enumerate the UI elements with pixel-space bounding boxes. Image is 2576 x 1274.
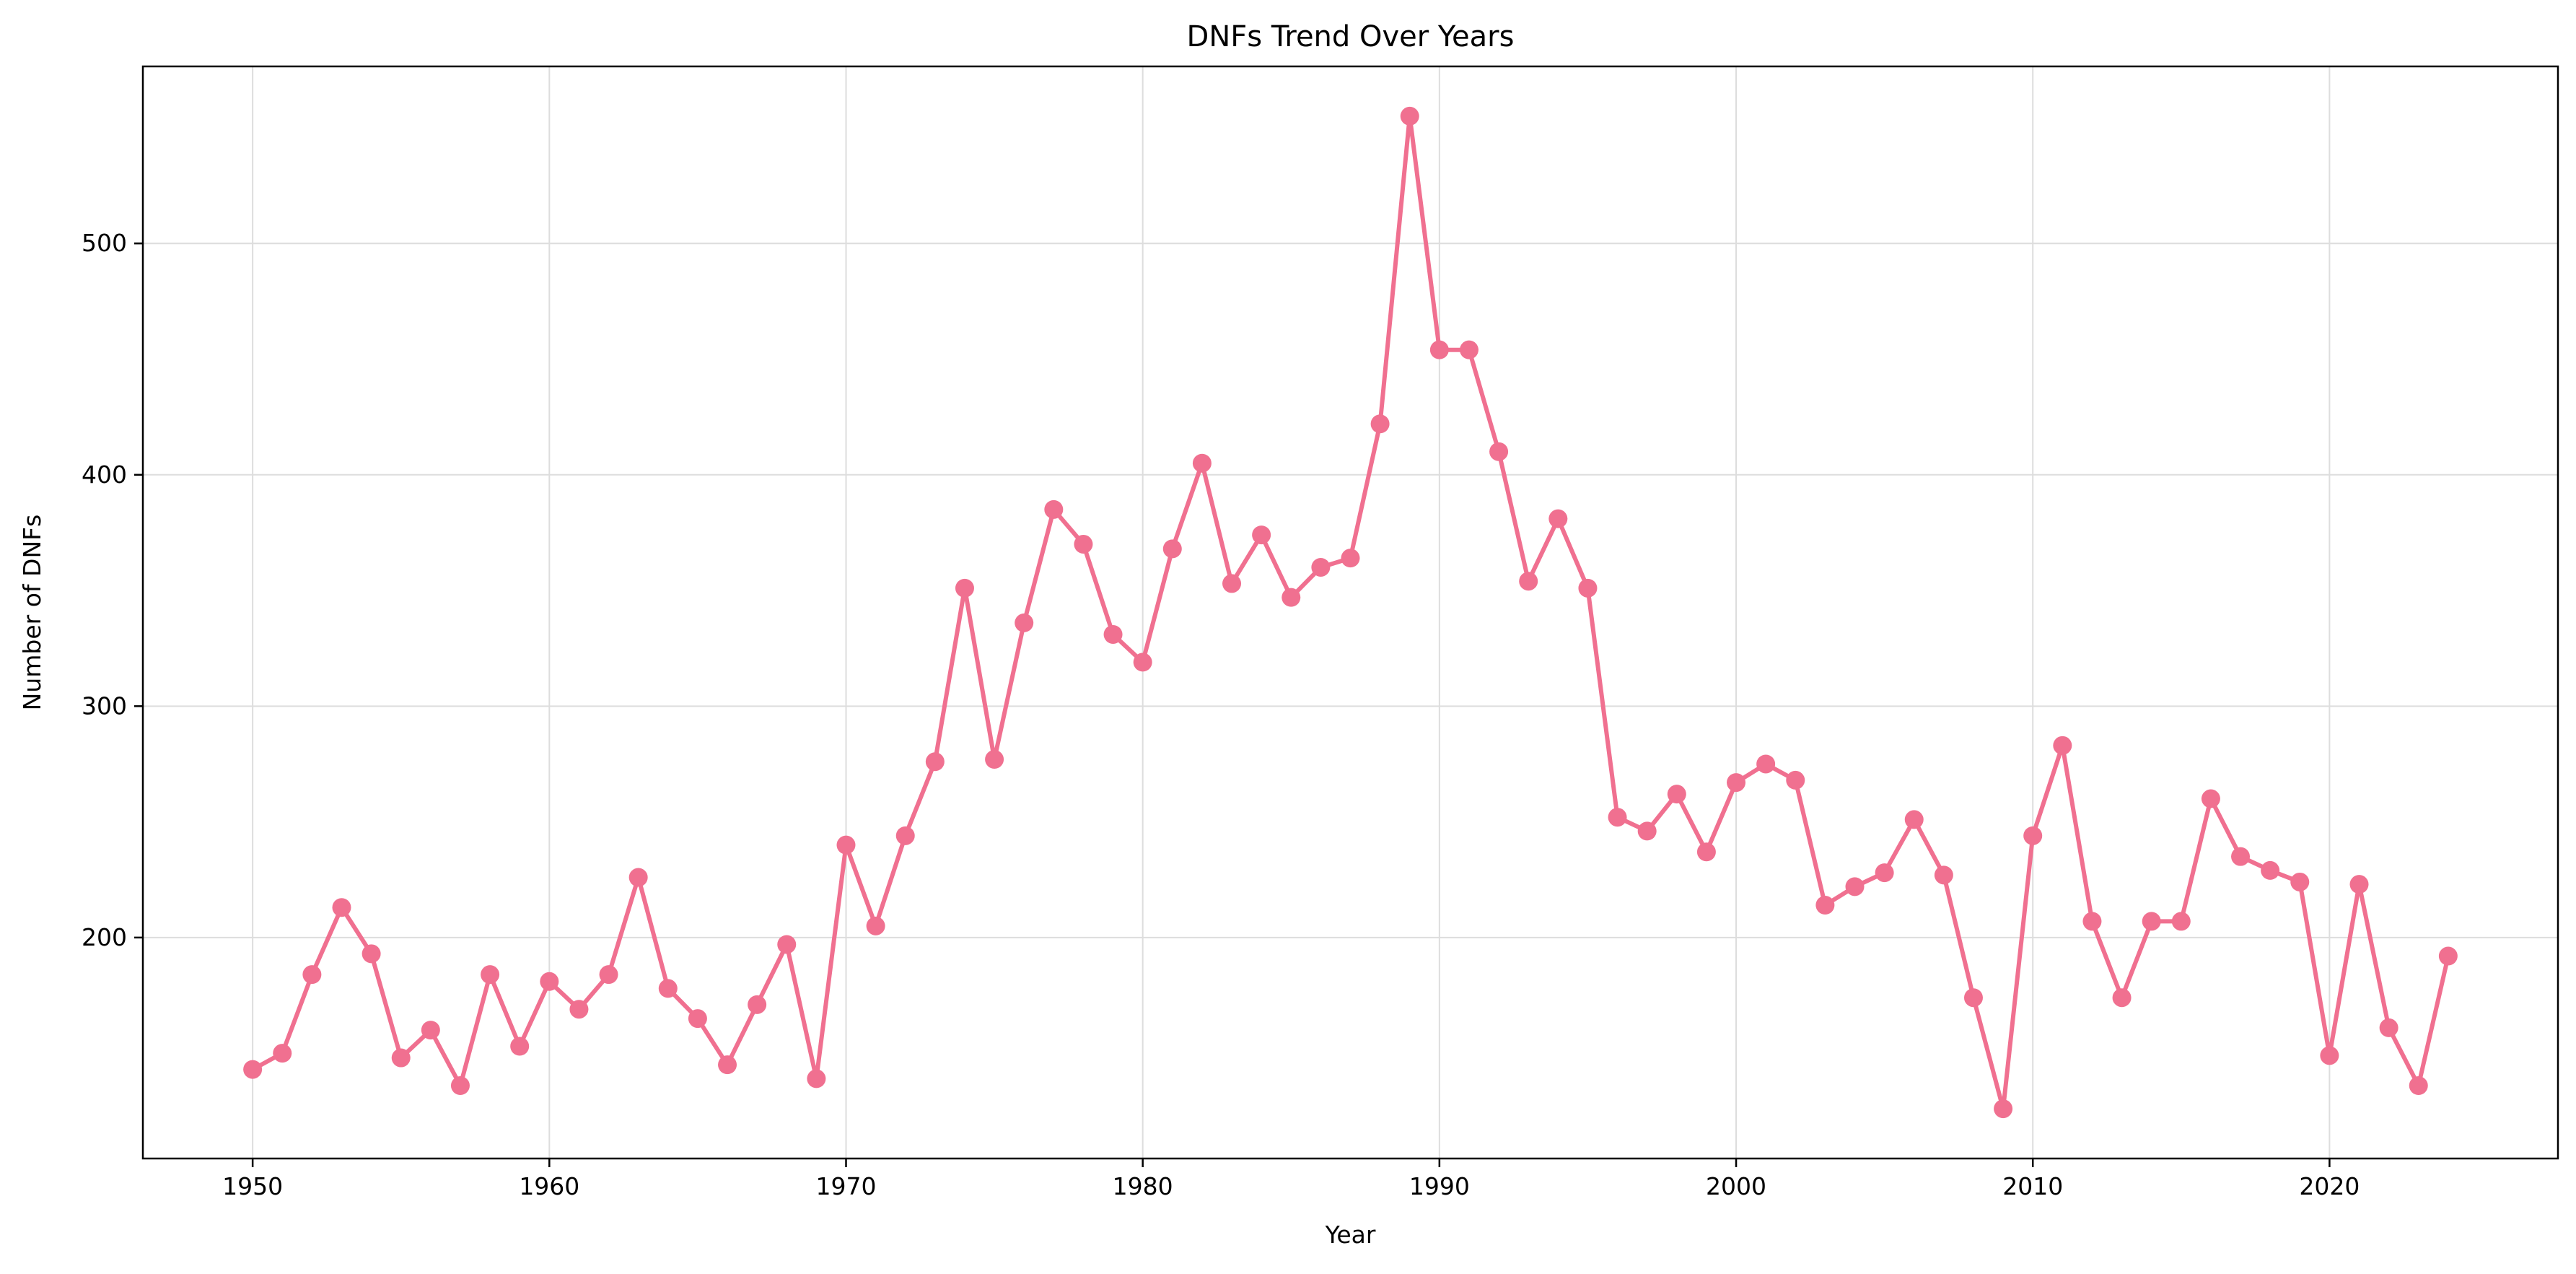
data-point [1963, 988, 1983, 1008]
data-point [1519, 572, 1538, 591]
x-tick-label: 1980 [1113, 1172, 1173, 1200]
data-point [599, 965, 618, 985]
data-point [985, 750, 1004, 769]
data-point [2112, 988, 2132, 1008]
series-layer [243, 106, 2458, 1119]
data-point [1845, 877, 1865, 896]
data-point [1637, 821, 1657, 841]
data-point [540, 972, 559, 991]
data-point [1222, 574, 1242, 593]
x-tick-label: 2000 [1706, 1172, 1766, 1200]
data-point [1429, 340, 1449, 359]
data-point [1370, 414, 1390, 434]
data-point [391, 1048, 411, 1068]
data-point [1074, 534, 1093, 554]
data-point [2023, 826, 2043, 845]
x-tick-label: 2020 [2299, 1172, 2360, 1200]
data-point [1133, 653, 1152, 672]
x-tick-label: 1990 [1409, 1172, 1470, 1200]
data-point [2082, 912, 2102, 931]
data-point [510, 1037, 530, 1056]
data-point [807, 1069, 826, 1088]
data-point [2053, 736, 2072, 755]
data-point [688, 1009, 707, 1029]
data-point [2438, 946, 2458, 966]
data-point [1282, 588, 1301, 607]
data-point [2349, 875, 2369, 894]
data-point [1756, 754, 1776, 774]
data-point [1400, 106, 1419, 126]
data-point [2201, 789, 2220, 808]
data-point [895, 826, 915, 845]
y-tick-label: 300 [82, 691, 127, 720]
y-tick-label: 400 [82, 461, 127, 489]
data-point [1875, 863, 1894, 883]
data-point [2231, 847, 2251, 866]
data-point [955, 578, 974, 598]
chart-title: DNFs Trend Over Years [1187, 20, 1515, 53]
plot-frame [141, 65, 2559, 1160]
data-point [1459, 340, 1478, 359]
data-point [1815, 895, 1835, 915]
data-point [1578, 578, 1598, 598]
grid-lines [143, 66, 2558, 1159]
data-point [481, 965, 500, 985]
data-point [243, 1060, 263, 1079]
data-point [777, 935, 797, 954]
data-point [1015, 613, 1034, 632]
data-point [2142, 912, 2161, 931]
data-point [866, 916, 885, 935]
data-point [748, 995, 767, 1014]
data-point [1341, 549, 1360, 568]
data-point [1696, 842, 1716, 862]
data-point [1489, 442, 1509, 461]
data-point [2261, 860, 2280, 880]
data-point [2320, 1046, 2339, 1065]
y-axis-label: Number of DNFs [18, 515, 46, 711]
x-tick-label: 1950 [222, 1172, 283, 1200]
y-axis: 200 300 400 500 [82, 229, 143, 951]
x-axis: 1950 1960 1970 1980 1990 2000 2010 2020 [222, 1159, 2360, 1200]
data-point [302, 965, 322, 985]
data-point [718, 1055, 737, 1075]
x-tick-label: 1960 [519, 1172, 579, 1200]
data-point [1192, 453, 1212, 473]
data-point [2290, 872, 2310, 891]
data-point [332, 898, 351, 917]
x-tick-label: 1970 [816, 1172, 877, 1200]
data-point [569, 1000, 589, 1019]
series-line [251, 113, 2450, 1112]
data-point [1934, 865, 1953, 885]
data-point [1608, 808, 1627, 827]
data-point [1044, 499, 1064, 519]
data-point [1252, 525, 1271, 545]
data-point [1786, 770, 1805, 790]
data-point [2409, 1076, 2428, 1096]
data-point [925, 752, 945, 772]
data-point [421, 1021, 440, 1040]
data-point [450, 1076, 470, 1096]
data-point [362, 944, 381, 964]
data-point [1311, 557, 1331, 577]
y-tick-label: 200 [82, 923, 127, 951]
data-point [658, 979, 678, 998]
x-axis-label: Year [1325, 1221, 1376, 1249]
data-point [273, 1044, 292, 1063]
data-point [1667, 785, 1686, 804]
x-tick-label: 2010 [2002, 1172, 2063, 1200]
data-point [2379, 1018, 2398, 1037]
data-point [628, 868, 648, 887]
y-tick-label: 500 [82, 229, 127, 257]
data-point [1103, 624, 1123, 644]
data-point [1727, 773, 1746, 793]
data-point [2171, 912, 2191, 931]
data-point [1904, 810, 1924, 829]
data-point [1548, 509, 1568, 528]
data-point [836, 835, 856, 855]
data-point [1162, 539, 1182, 559]
data-point [1994, 1099, 2013, 1119]
